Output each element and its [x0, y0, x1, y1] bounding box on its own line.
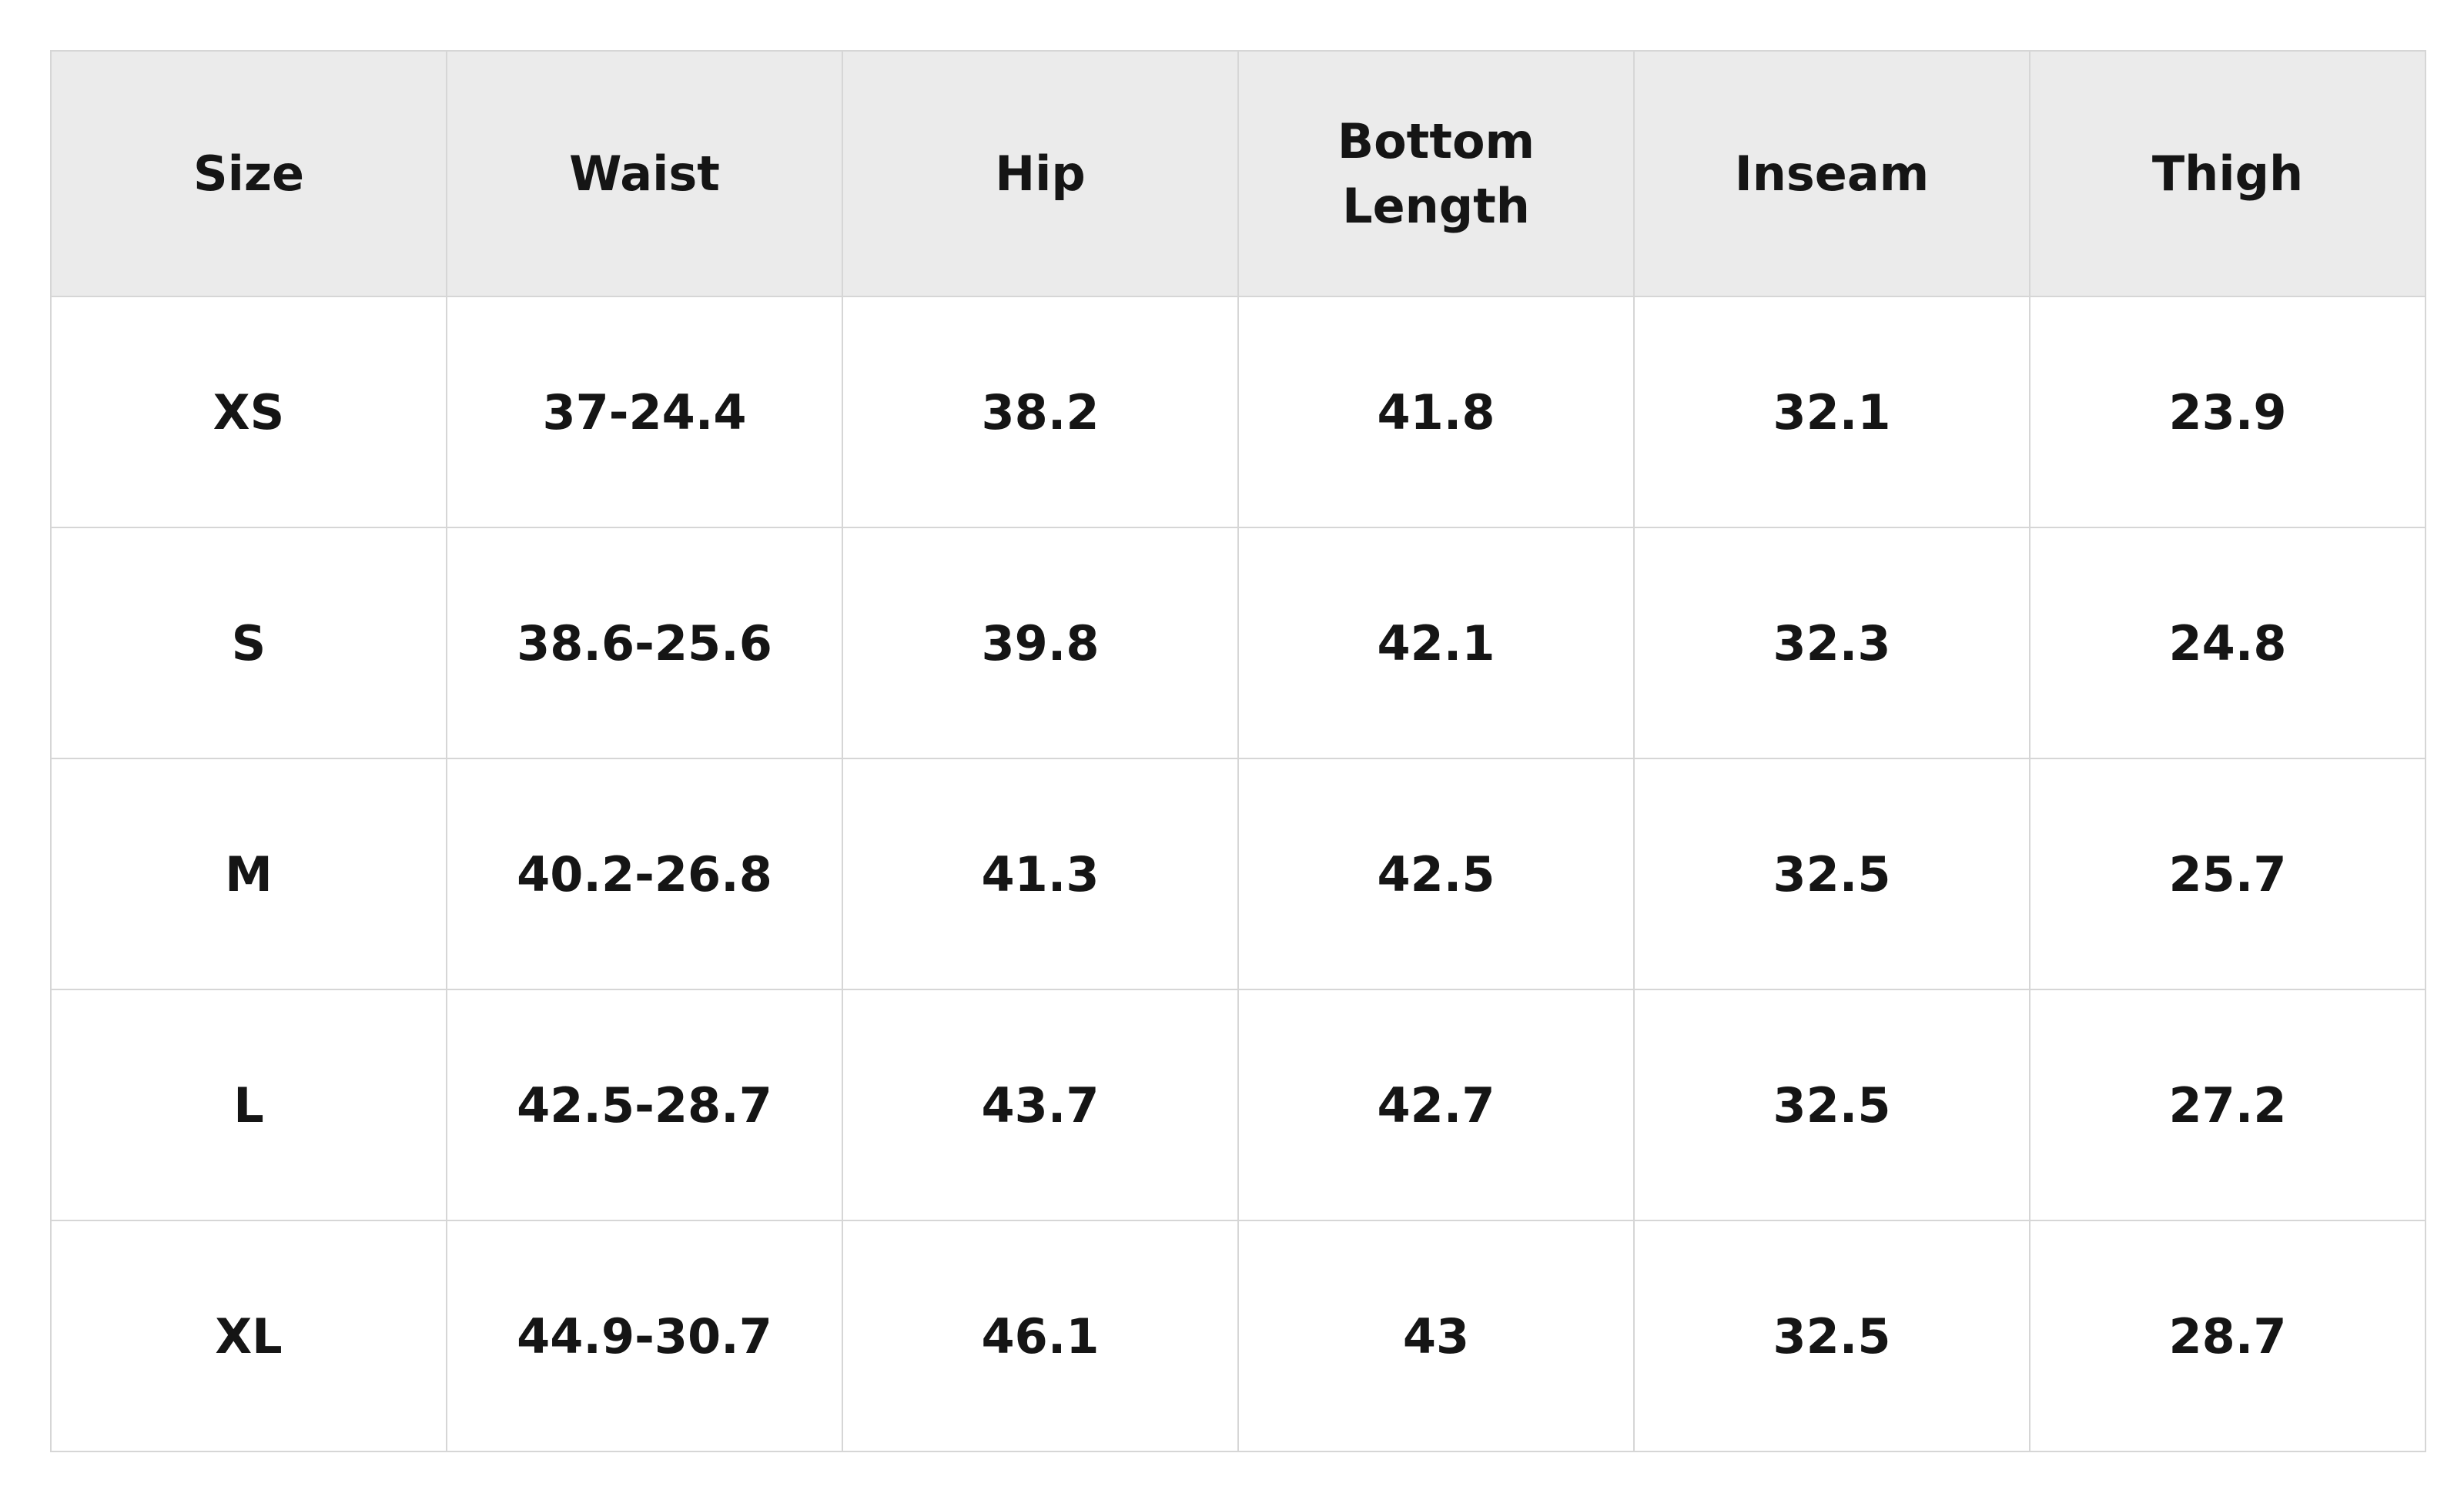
header-text: Size — [192, 145, 305, 202]
header-cell: Inseam — [1633, 50, 2030, 297]
measure-cell: 43 — [1237, 1220, 1635, 1452]
measure-cell: 27.2 — [2029, 989, 2426, 1221]
measure-cell: 38.2 — [842, 296, 1239, 528]
measure-cell: 44.9-30.7 — [446, 1220, 843, 1452]
header-row: Size Waist Hip Bottom Length Inseam Thigh — [50, 50, 2426, 297]
size-table: Size Waist Hip Bottom Length Inseam Thigh XS 3… — [50, 50, 2426, 1452]
measure-cell: 32.1 — [1633, 296, 2030, 528]
header-cell: Hip — [842, 50, 1239, 297]
size-cell: L — [50, 989, 447, 1221]
header-cell: Size — [50, 50, 447, 297]
table-body: XS 37-24.4 38.2 41.8 32.1 23.9 S 38.6-25.6 39.8 4… — [50, 296, 2426, 1452]
header-text: Inseam — [1734, 145, 1930, 202]
measure-cell: 23.9 — [2029, 296, 2426, 528]
measure-cell: 32.5 — [1633, 1220, 2030, 1452]
measure-cell: 42.7 — [1237, 989, 1635, 1221]
size-cell: M — [50, 758, 447, 990]
size-cell: XS — [50, 296, 447, 528]
table-row: M 40.2-26.8 41.3 42.5 32.5 25.7 — [50, 758, 2426, 990]
header-cell: Waist — [446, 50, 843, 297]
size-cell: XL — [50, 1220, 447, 1452]
header-text: Thigh — [2151, 145, 2304, 202]
table-row: XL 44.9-30.7 46.1 43 32.5 28.7 — [50, 1220, 2426, 1452]
measure-cell: 38.6-25.6 — [446, 527, 843, 759]
measure-cell: 42.5 — [1237, 758, 1635, 990]
table-row: S 38.6-25.6 39.8 42.1 32.3 24.8 — [50, 527, 2426, 759]
measure-cell: 28.7 — [2029, 1220, 2426, 1452]
size-chart: Size Waist Hip Bottom Length Inseam Thigh XS 3… — [50, 50, 2426, 1452]
measure-cell: 32.5 — [1633, 758, 2030, 990]
header-text: Bottom Length — [1337, 112, 1535, 234]
measure-cell: 40.2-26.8 — [446, 758, 843, 990]
measure-cell: 24.8 — [2029, 527, 2426, 759]
measure-cell: 39.8 — [842, 527, 1239, 759]
measure-cell: 42.5-28.7 — [446, 989, 843, 1221]
measure-cell: 37-24.4 — [446, 296, 843, 528]
table-row: L 42.5-28.7 43.7 42.7 32.5 27.2 — [50, 989, 2426, 1221]
size-cell: S — [50, 527, 447, 759]
header-cell: Bottom Length — [1237, 50, 1635, 297]
measure-cell: 41.3 — [842, 758, 1239, 990]
measure-cell: 42.1 — [1237, 527, 1635, 759]
table-row: XS 37-24.4 38.2 41.8 32.1 23.9 — [50, 296, 2426, 528]
header-cell: Thigh — [2029, 50, 2426, 297]
measure-cell: 46.1 — [842, 1220, 1239, 1452]
measure-cell: 32.5 — [1633, 989, 2030, 1221]
header-text: Waist — [569, 145, 720, 202]
header-text: Hip — [995, 145, 1086, 202]
measure-cell: 43.7 — [842, 989, 1239, 1221]
measure-cell: 25.7 — [2029, 758, 2426, 990]
measure-cell: 41.8 — [1237, 296, 1635, 528]
measure-cell: 32.3 — [1633, 527, 2030, 759]
